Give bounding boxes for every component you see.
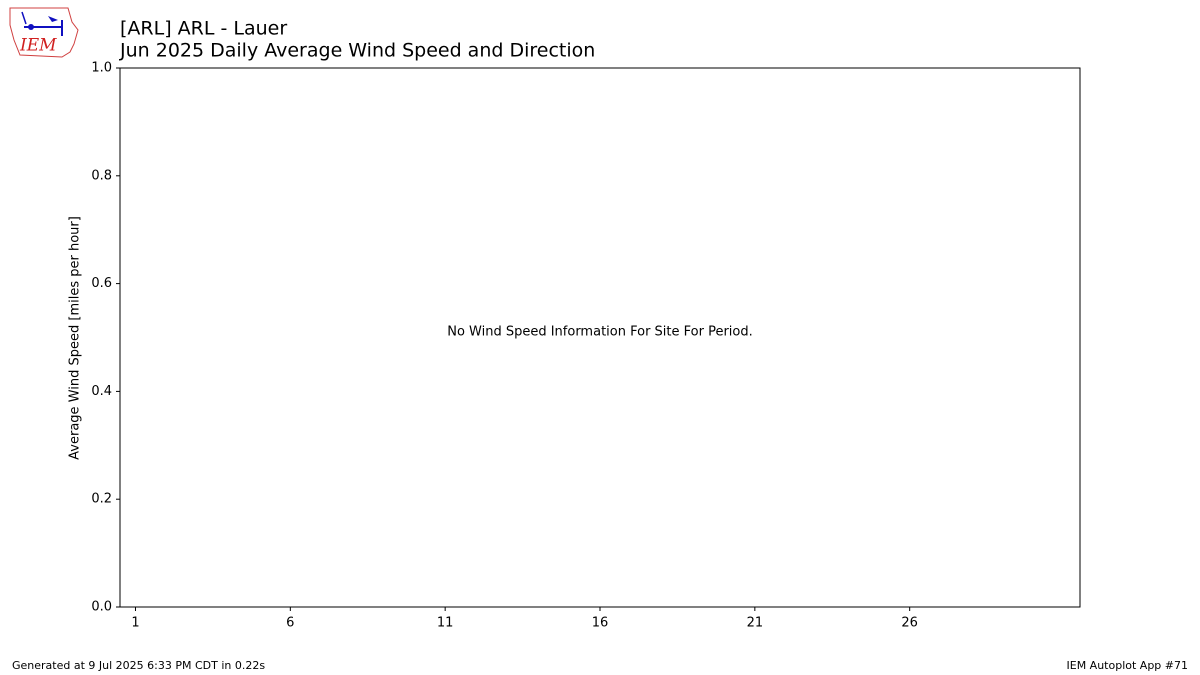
y-tick-label: 0.8	[91, 168, 112, 183]
y-tick-label: 1.0	[91, 61, 112, 76]
x-tick-label: 16	[592, 616, 609, 631]
chart-subtitle: Jun 2025 Daily Average Wind Speed and Di…	[119, 40, 595, 62]
logo-text: IEM	[19, 36, 57, 56]
y-tick-label: 0.6	[91, 276, 112, 291]
x-tick-label: 11	[437, 616, 454, 631]
y-tick-label: 0.4	[91, 384, 112, 399]
y-tick-label: 0.2	[91, 492, 112, 507]
logo: IEM	[9, 7, 79, 58]
annotation: No Wind Speed Information For Site For P…	[447, 325, 753, 340]
footer-right: IEM Autoplot App #71	[1067, 659, 1189, 672]
chart-title: [ARL] ARL - Lauer	[120, 18, 287, 40]
y-axis-label: Average Wind Speed [miles per hour]	[68, 216, 83, 460]
x-tick-label: 1	[131, 616, 139, 631]
x-tick-label: 26	[901, 616, 918, 631]
x-tick-label: 6	[286, 616, 294, 631]
footer-left: Generated at 9 Jul 2025 6:33 PM CDT in 0…	[12, 659, 265, 672]
y-tick-label: 0.0	[91, 600, 112, 615]
x-tick-label: 21	[747, 616, 764, 631]
